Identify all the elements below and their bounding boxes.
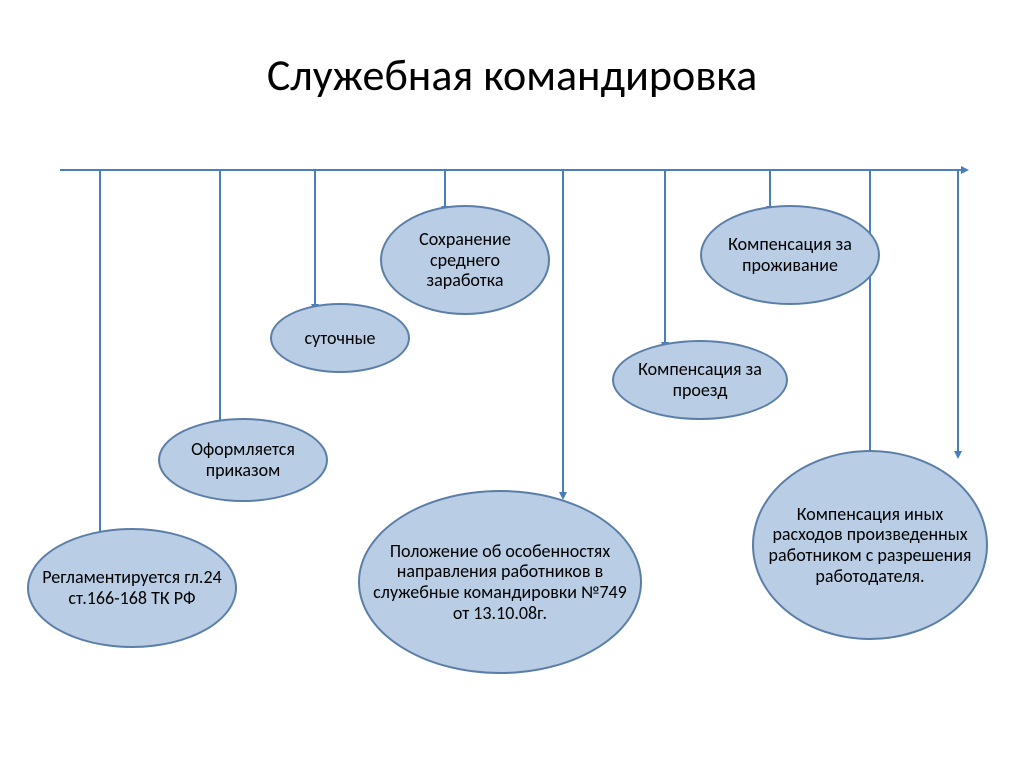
node-n6: Компенсация за проезд: [612, 340, 788, 420]
node-n2: Оформляется приказом: [158, 418, 328, 502]
node-n4: Сохранение среднего заработка: [380, 205, 550, 315]
node-n7: Компенсация за проживание: [700, 205, 880, 305]
node-n3: суточные: [270, 303, 410, 373]
node-n5: Положение об особенностях направления ра…: [358, 490, 642, 674]
node-n8: Компенсация иных расходов произведенных …: [752, 450, 988, 640]
node-n1: Регламентируется гл.24 ст.166-168 ТК РФ: [27, 528, 237, 648]
diagram-title: Служебная командировка: [0, 48, 1024, 102]
